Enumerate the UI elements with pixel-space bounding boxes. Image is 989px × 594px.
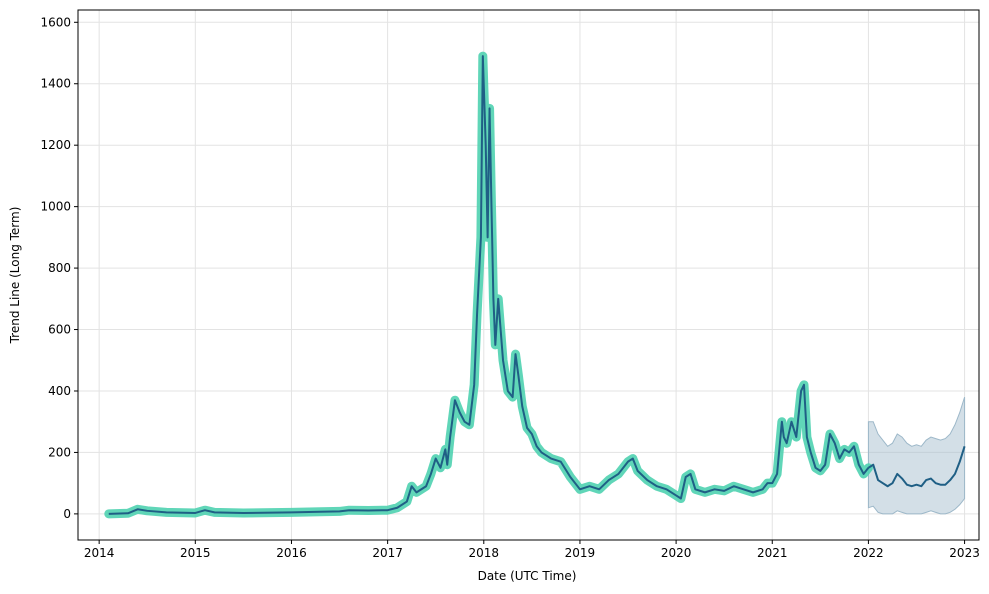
x-tick-label: 2022	[853, 546, 884, 560]
y-tick-label: 200	[48, 445, 71, 459]
x-tick-label: 2015	[180, 546, 211, 560]
plot-frame	[77, 9, 980, 541]
forecast-uncertainty-band	[867, 396, 966, 515]
x-axis-ticks: 2014 2015 2016 2017 2018 2019 2020 2021 2022 2023	[84, 540, 980, 560]
x-tick-label: 2020	[661, 546, 692, 560]
x-axis-label: Date (UTC Time)	[478, 569, 577, 583]
x-tick-label: 2023	[949, 546, 980, 560]
x-tick-label: 2021	[757, 546, 788, 560]
y-tick-label: 600	[48, 323, 71, 337]
grid	[78, 10, 979, 540]
x-tick-label: 2016	[276, 546, 307, 560]
y-axis-ticks: 0 200 400 600 800 1000 1200 1400 1600	[40, 15, 78, 521]
x-tick-label: 2019	[565, 546, 596, 560]
y-tick-label: 400	[48, 384, 71, 398]
y-tick-label: 1400	[40, 77, 71, 91]
trend-line-observed	[108, 55, 870, 515]
y-tick-label: 1600	[40, 15, 71, 29]
y-tick-label: 0	[63, 507, 71, 521]
y-tick-label: 800	[48, 261, 71, 275]
trend-line-forecast	[867, 445, 966, 488]
plot-data	[104, 51, 966, 519]
y-tick-label: 1200	[40, 138, 71, 152]
x-tick-label: 2018	[469, 546, 500, 560]
y-tick-label: 1000	[40, 200, 71, 214]
y-axis-label: Trend Line (Long Term)	[8, 207, 22, 345]
x-tick-label: 2014	[84, 546, 115, 560]
x-tick-label: 2017	[372, 546, 403, 560]
